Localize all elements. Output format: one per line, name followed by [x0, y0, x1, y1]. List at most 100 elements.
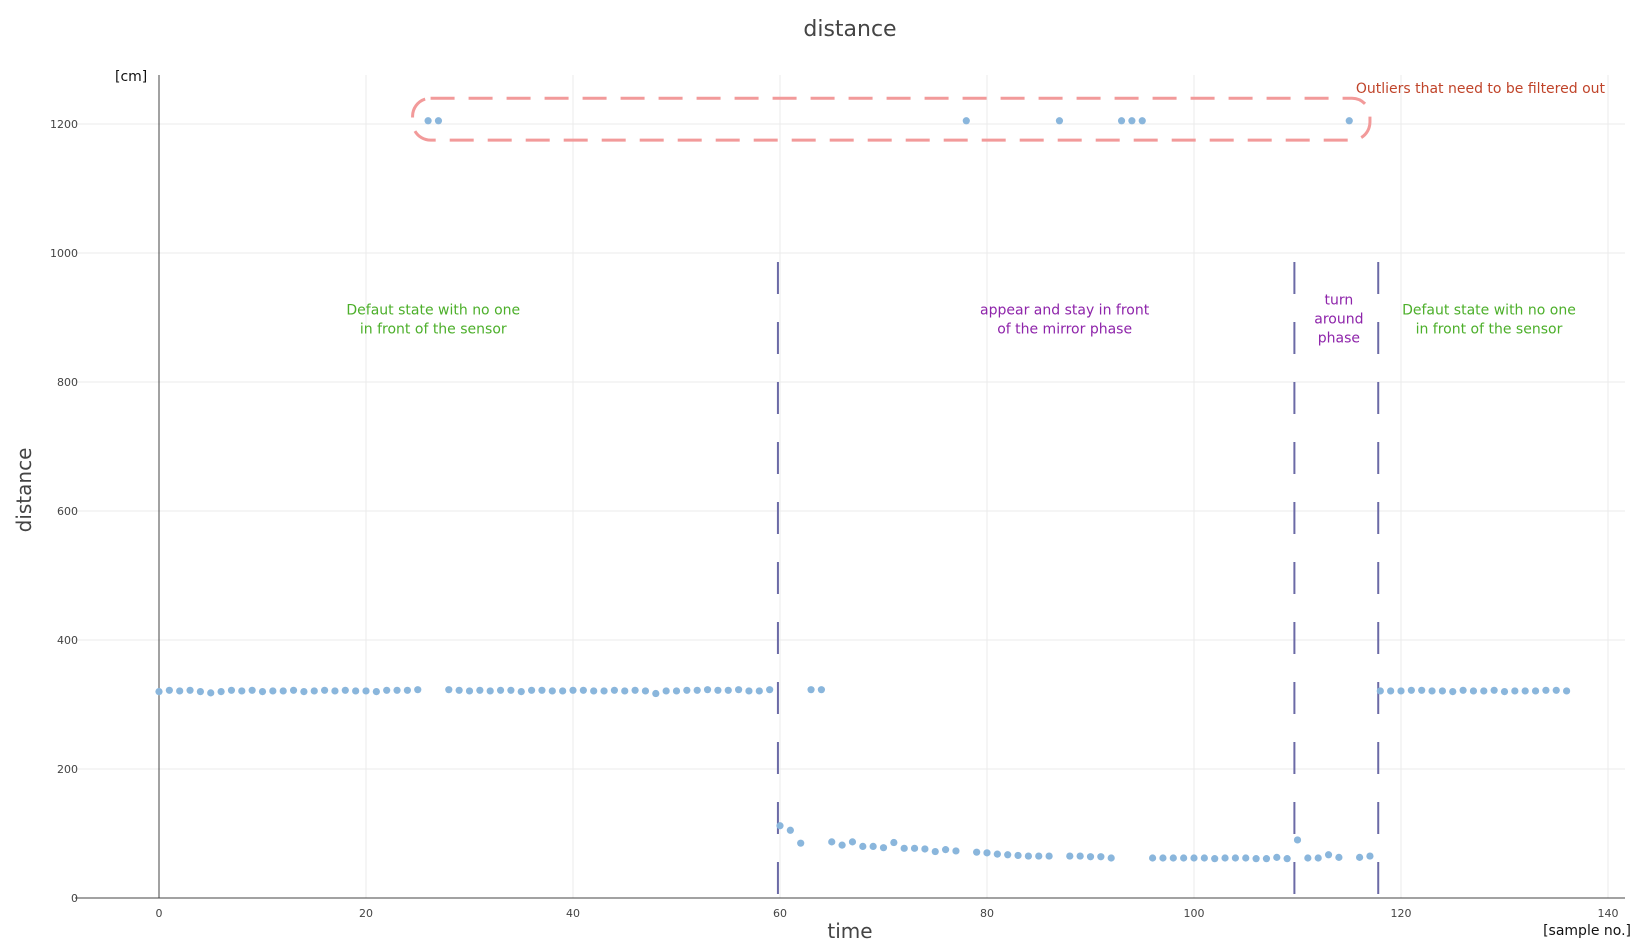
data-point: [973, 848, 981, 856]
data-point: [1086, 853, 1095, 861]
tick-labels: 0 20 40 60 80 100 120 140 0 200 400 600 800 1000 1200: [50, 118, 1619, 920]
data-point: [559, 687, 567, 695]
data-point: [1252, 855, 1260, 863]
data-point: [745, 687, 753, 695]
data-point: [1304, 854, 1312, 862]
x-tick-label: 100: [1184, 907, 1205, 920]
data-point: [1542, 686, 1550, 694]
data-point: [403, 686, 411, 694]
data-point: [1149, 854, 1157, 862]
data-point: [1159, 854, 1167, 862]
y-axis-title: distance: [12, 448, 36, 533]
data-point: [1500, 688, 1509, 696]
data-point: [538, 686, 546, 694]
phase-label: appear and stay in front of the mirror ph…: [980, 302, 1150, 337]
y-tick-label: 200: [57, 763, 78, 776]
data-point: [1366, 852, 1374, 860]
data-point: [496, 686, 505, 694]
data-point: [662, 687, 670, 695]
phase-label-line: turn: [1325, 293, 1354, 309]
data-point: [331, 687, 339, 695]
data-point: [196, 688, 204, 696]
data-point: [1531, 687, 1540, 695]
data-point: [1563, 687, 1571, 695]
data-point: [279, 687, 287, 695]
data-point: [1242, 854, 1250, 862]
data-point: [755, 687, 763, 695]
data-point: [1024, 852, 1032, 860]
data-point: [217, 688, 225, 696]
data-point: [621, 687, 629, 695]
data-point: [569, 686, 577, 694]
outlier-box: [411, 96, 1372, 142]
phase-label-line: of the mirror phase: [997, 321, 1132, 337]
data-point: [817, 686, 826, 694]
gridlines: [75, 75, 1625, 898]
data-point: [1511, 687, 1519, 695]
phase-label-line: in front of the sensor: [360, 321, 507, 337]
x-axis-unit: [sample no.]: [1543, 923, 1631, 939]
data-point: [1035, 852, 1043, 860]
y-tick-label: 0: [71, 892, 78, 905]
data-point: [1376, 687, 1384, 695]
phase-label-line: in front of the sensor: [1416, 321, 1563, 337]
data-point: [1004, 851, 1012, 859]
data-point: [258, 688, 267, 696]
data-point: [1345, 117, 1353, 125]
data-point: [227, 686, 236, 694]
data-point: [372, 688, 380, 696]
x-tick-label: 40: [566, 907, 580, 920]
y-tick-label: 1200: [50, 118, 78, 131]
data-point: [828, 838, 836, 846]
data-point: [1521, 687, 1529, 695]
data-point: [383, 686, 391, 694]
data-point: [1221, 854, 1229, 862]
data-point: [476, 686, 484, 694]
data-point: [1200, 854, 1208, 862]
data-point: [517, 688, 525, 696]
data-point: [321, 686, 329, 694]
phase-label-line: appear and stay in front: [980, 302, 1150, 318]
data-point: [1356, 853, 1364, 861]
data-point: [766, 686, 774, 694]
x-tick-label: 80: [980, 907, 994, 920]
data-point: [548, 687, 556, 695]
data-point: [248, 686, 256, 694]
data-point: [1552, 686, 1560, 694]
phase-label: Defaut state with no one in front of the …: [346, 302, 520, 337]
data-point: [1407, 686, 1415, 694]
data-point: [1490, 686, 1498, 694]
data-point: [424, 117, 432, 125]
x-tick-label: 140: [1598, 907, 1619, 920]
data-point: [289, 686, 298, 694]
data-point: [879, 844, 888, 852]
data-point: [952, 847, 960, 855]
data-point: [1438, 687, 1446, 695]
data-point: [507, 686, 515, 694]
data-point: [848, 838, 857, 846]
data-point: [1469, 687, 1478, 695]
y-tick-label: 1000: [50, 247, 78, 260]
data-point: [414, 686, 422, 694]
data-point: [486, 687, 494, 695]
data-point: [1387, 687, 1395, 695]
data-point: [631, 686, 639, 694]
data-point: [1076, 852, 1084, 860]
y-tick-label: 800: [57, 376, 78, 389]
x-tick-label: 0: [156, 907, 163, 920]
data-point: [1169, 854, 1177, 862]
data-point: [393, 686, 401, 694]
data-point: [1418, 686, 1426, 694]
data-point: [869, 842, 877, 851]
data-point: [1055, 117, 1064, 125]
data-point: [1273, 853, 1281, 861]
data-point: [207, 689, 215, 697]
y-tick-label: 600: [57, 505, 78, 518]
x-axis-title: time: [827, 919, 872, 943]
data-point: [1045, 852, 1053, 860]
phase-labels: Defaut state with no one in front of the …: [346, 293, 1575, 347]
data-point: [942, 846, 950, 854]
data-point: [590, 687, 598, 695]
data-point: [1397, 687, 1405, 695]
